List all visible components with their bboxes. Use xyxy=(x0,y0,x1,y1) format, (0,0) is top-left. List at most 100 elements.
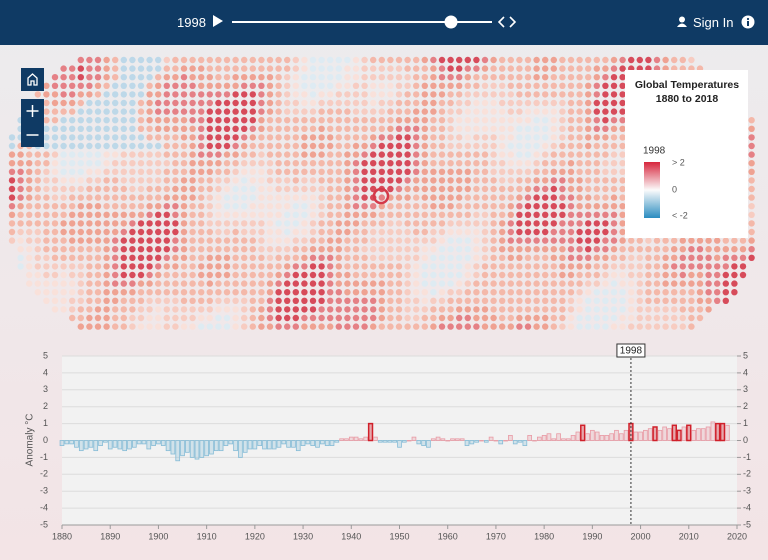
home-button[interactable] xyxy=(21,68,44,91)
map-dot xyxy=(43,203,50,210)
map-dot xyxy=(223,254,231,261)
map-dot xyxy=(619,194,626,201)
map-dot xyxy=(163,314,170,322)
map-dot xyxy=(266,142,274,150)
map-dot xyxy=(430,142,437,150)
map-dot xyxy=(585,142,592,150)
play-button[interactable] xyxy=(212,14,224,28)
map-dot xyxy=(576,74,583,81)
map-dot xyxy=(223,142,231,150)
bar xyxy=(353,436,359,441)
map-dot xyxy=(593,237,600,244)
map-dot xyxy=(309,99,317,107)
map-dot xyxy=(628,323,635,330)
map-dot xyxy=(69,65,76,72)
map-dot xyxy=(559,306,566,313)
map-dot xyxy=(413,271,420,279)
bar xyxy=(710,421,716,441)
map-dot xyxy=(77,220,85,227)
map-dot xyxy=(447,203,454,210)
map-dot xyxy=(180,142,188,150)
map-dot xyxy=(275,203,282,210)
map-dot xyxy=(679,323,686,330)
map-dot xyxy=(266,117,274,124)
map-dot xyxy=(137,117,145,124)
map-dot xyxy=(481,194,489,201)
map-dot xyxy=(77,237,85,244)
map-dot xyxy=(567,220,575,227)
map-dot xyxy=(137,271,145,279)
map-dot xyxy=(249,142,256,150)
map-dot xyxy=(378,108,385,115)
map-dot xyxy=(103,99,110,107)
map-dot xyxy=(163,306,170,313)
map-dot xyxy=(137,91,145,98)
map-dot xyxy=(103,323,110,330)
bar xyxy=(725,424,730,441)
map-dot xyxy=(223,151,231,158)
map-dot xyxy=(69,194,76,201)
map-dot xyxy=(335,297,342,304)
map-dot xyxy=(327,134,334,141)
map-dot xyxy=(413,65,420,72)
map-dot xyxy=(180,263,188,270)
map-dot xyxy=(688,246,695,253)
map-dot xyxy=(146,314,153,322)
map-dot xyxy=(43,246,50,253)
map-dot xyxy=(413,246,420,253)
map-dot xyxy=(129,263,136,270)
map-dot xyxy=(163,56,170,64)
time-slider[interactable] xyxy=(228,12,520,32)
map-dot xyxy=(86,203,93,210)
map-dot xyxy=(585,246,592,253)
map-dot xyxy=(619,220,626,227)
map-dot xyxy=(180,82,188,89)
map-dot xyxy=(284,168,291,175)
map-dot xyxy=(43,151,50,158)
bar xyxy=(185,440,190,453)
map-dot xyxy=(301,56,308,64)
map-dot xyxy=(206,246,213,253)
map-dot xyxy=(567,151,575,158)
map-dot xyxy=(542,134,549,141)
map-dot xyxy=(335,91,342,98)
map-dot xyxy=(17,228,24,236)
map-dot xyxy=(499,99,506,107)
map-dot xyxy=(456,185,463,193)
map-dot xyxy=(550,323,557,330)
map-dot xyxy=(94,289,102,296)
map-dot xyxy=(645,237,652,244)
map-dot xyxy=(284,271,291,279)
map-dot xyxy=(69,74,76,81)
map-dot xyxy=(241,220,248,227)
map-dot xyxy=(610,254,618,261)
map-dot xyxy=(43,185,50,193)
map-dot xyxy=(559,280,566,287)
map-dot xyxy=(464,220,471,227)
map-dot xyxy=(309,211,317,218)
map-dot xyxy=(137,306,145,313)
map-dot xyxy=(421,168,428,175)
map-dot xyxy=(137,177,145,184)
sign-in[interactable]: Sign In xyxy=(693,15,734,30)
bar xyxy=(401,440,407,443)
map-dot xyxy=(180,117,188,124)
zoom-buttons[interactable] xyxy=(21,99,44,147)
map-dot xyxy=(258,168,265,175)
map-dot xyxy=(447,56,454,64)
map-dot xyxy=(490,125,497,132)
map-dot xyxy=(473,263,480,270)
bar xyxy=(536,436,542,441)
bar xyxy=(705,426,711,441)
map-dot xyxy=(215,194,222,201)
map-dot xyxy=(318,108,325,115)
map-dot xyxy=(223,289,231,296)
map-dot xyxy=(576,280,583,287)
map-dot xyxy=(258,108,265,115)
map-dot xyxy=(301,99,308,107)
map-dot xyxy=(722,280,729,287)
map-dot xyxy=(284,65,291,72)
info-button[interactable] xyxy=(741,15,755,29)
map-dot xyxy=(542,280,549,287)
map-dot xyxy=(576,125,583,132)
